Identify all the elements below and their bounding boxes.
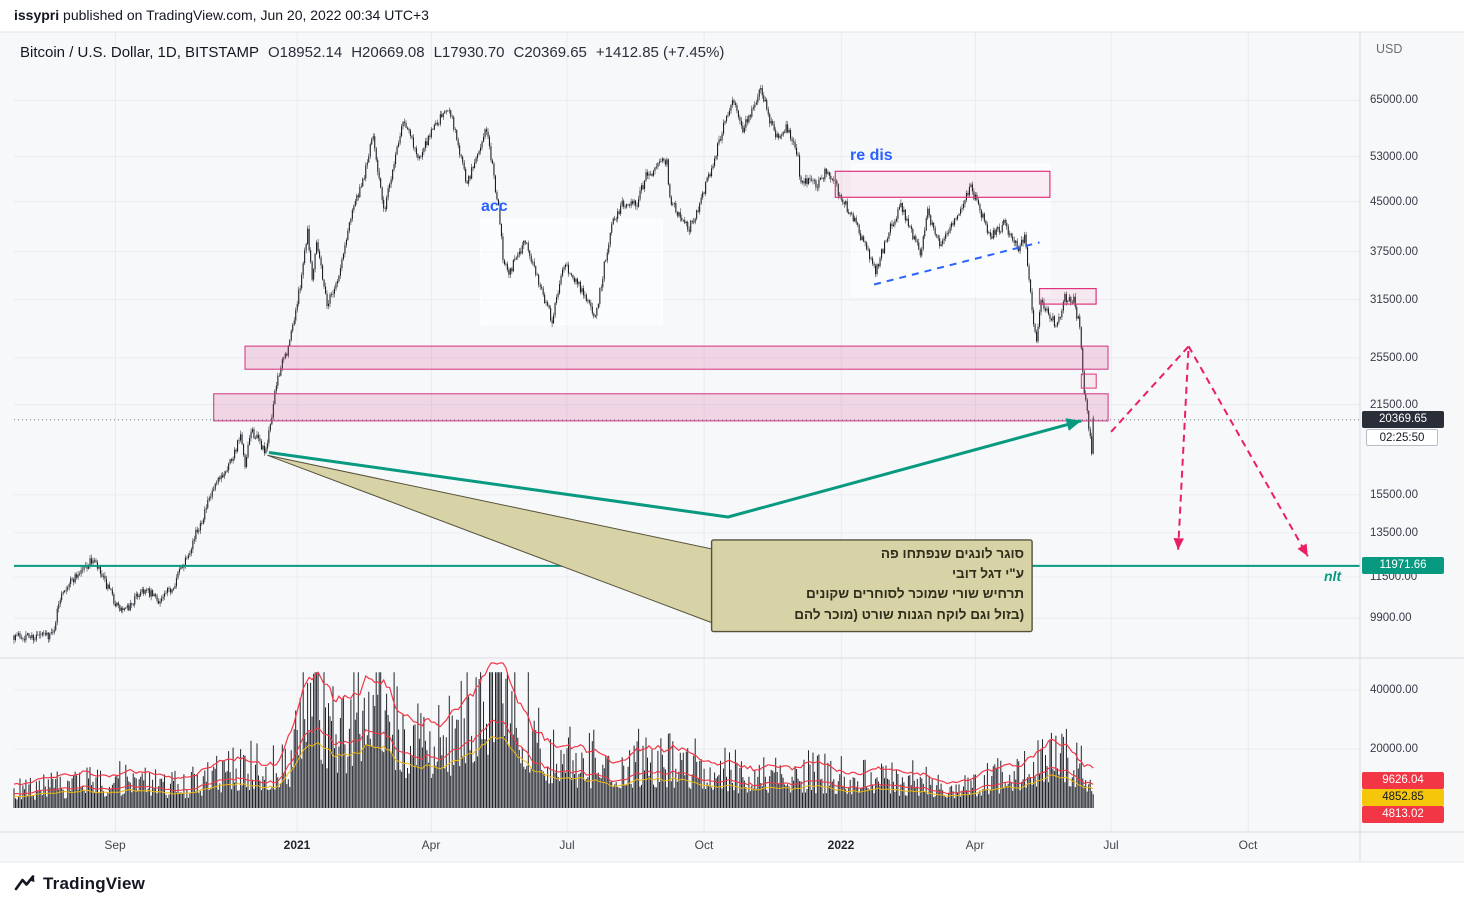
symbol-title: Bitcoin / U.S. Dollar, 1D, BITSTAMP bbox=[20, 44, 259, 61]
volume-upper-band-line bbox=[13, 662, 1094, 786]
axis-currency-label: USD bbox=[1376, 42, 1403, 56]
footer: TradingView bbox=[14, 873, 145, 895]
nlt-label[interactable]: nlt bbox=[1324, 568, 1342, 584]
wyckoff-path-arrow[interactable] bbox=[268, 419, 1082, 519]
publish-info: published on TradingView.com, Jun 20, 20… bbox=[59, 7, 429, 23]
ohlc-low: L17930.70 bbox=[433, 44, 505, 61]
wyckoff-path-arrow-head bbox=[1065, 418, 1082, 431]
projection-up-then-down-arrow-head bbox=[1173, 538, 1184, 550]
callout-line: ע"י דגל דובי bbox=[951, 566, 1025, 582]
gridlines bbox=[14, 32, 1360, 832]
publish-author: issypri bbox=[14, 7, 60, 23]
callout-line: סוגר לונגים שנפתחו פה bbox=[880, 545, 1025, 561]
redis-zone-label[interactable]: re dis bbox=[850, 147, 893, 164]
callout-text: סוגר לונגים שנפתחו פה ע"י דגל דובי תרחיש ש… bbox=[720, 544, 1024, 625]
volume-ma-line bbox=[13, 719, 1094, 795]
accumulation-box[interactable] bbox=[480, 218, 663, 326]
supply-zone-mini[interactable] bbox=[1080, 373, 1097, 389]
ohlc-change: +1412.85 (+7.45%) bbox=[595, 44, 725, 61]
redistribution-box[interactable] bbox=[851, 163, 1051, 297]
callout-box[interactable] bbox=[710, 539, 1033, 633]
projection-up-then-down-arrow[interactable] bbox=[1110, 345, 1190, 550]
acc-zone-label[interactable]: acc bbox=[481, 198, 508, 215]
resistance-band-25k[interactable] bbox=[244, 345, 1109, 370]
redistribution-trendline[interactable] bbox=[873, 241, 1040, 286]
volume-yellow-ma-line bbox=[13, 736, 1094, 798]
projection-long-decline-arrow-head bbox=[1297, 543, 1308, 557]
symbol-legend[interactable]: Bitcoin / U.S. Dollar, 1D, BITSTAMP O1895… bbox=[20, 44, 724, 61]
ohlc-open: O18952.14 bbox=[267, 44, 343, 61]
publish-bar: issypri published on TradingView.com, Ju… bbox=[14, 7, 429, 23]
tradingview-wordmark[interactable]: TradingView bbox=[43, 874, 146, 893]
ohlc-close: C20369.65 bbox=[513, 44, 587, 61]
tradingview-logo-icon[interactable] bbox=[14, 873, 36, 895]
resistance-band-21k[interactable] bbox=[213, 393, 1109, 422]
supply-zone-48k[interactable] bbox=[834, 170, 1051, 198]
callout-line: תרחיש שורי שמוכר לסוחרים שקונים bbox=[805, 586, 1025, 602]
ohlc-high: H20669.08 bbox=[351, 44, 425, 61]
projection-long-decline-arrow[interactable] bbox=[1187, 345, 1309, 557]
callout-line: (בזול וגם לוקח הגנות שורט (מוכר להם bbox=[794, 606, 1025, 622]
supply-zone-31k[interactable] bbox=[1038, 288, 1097, 305]
